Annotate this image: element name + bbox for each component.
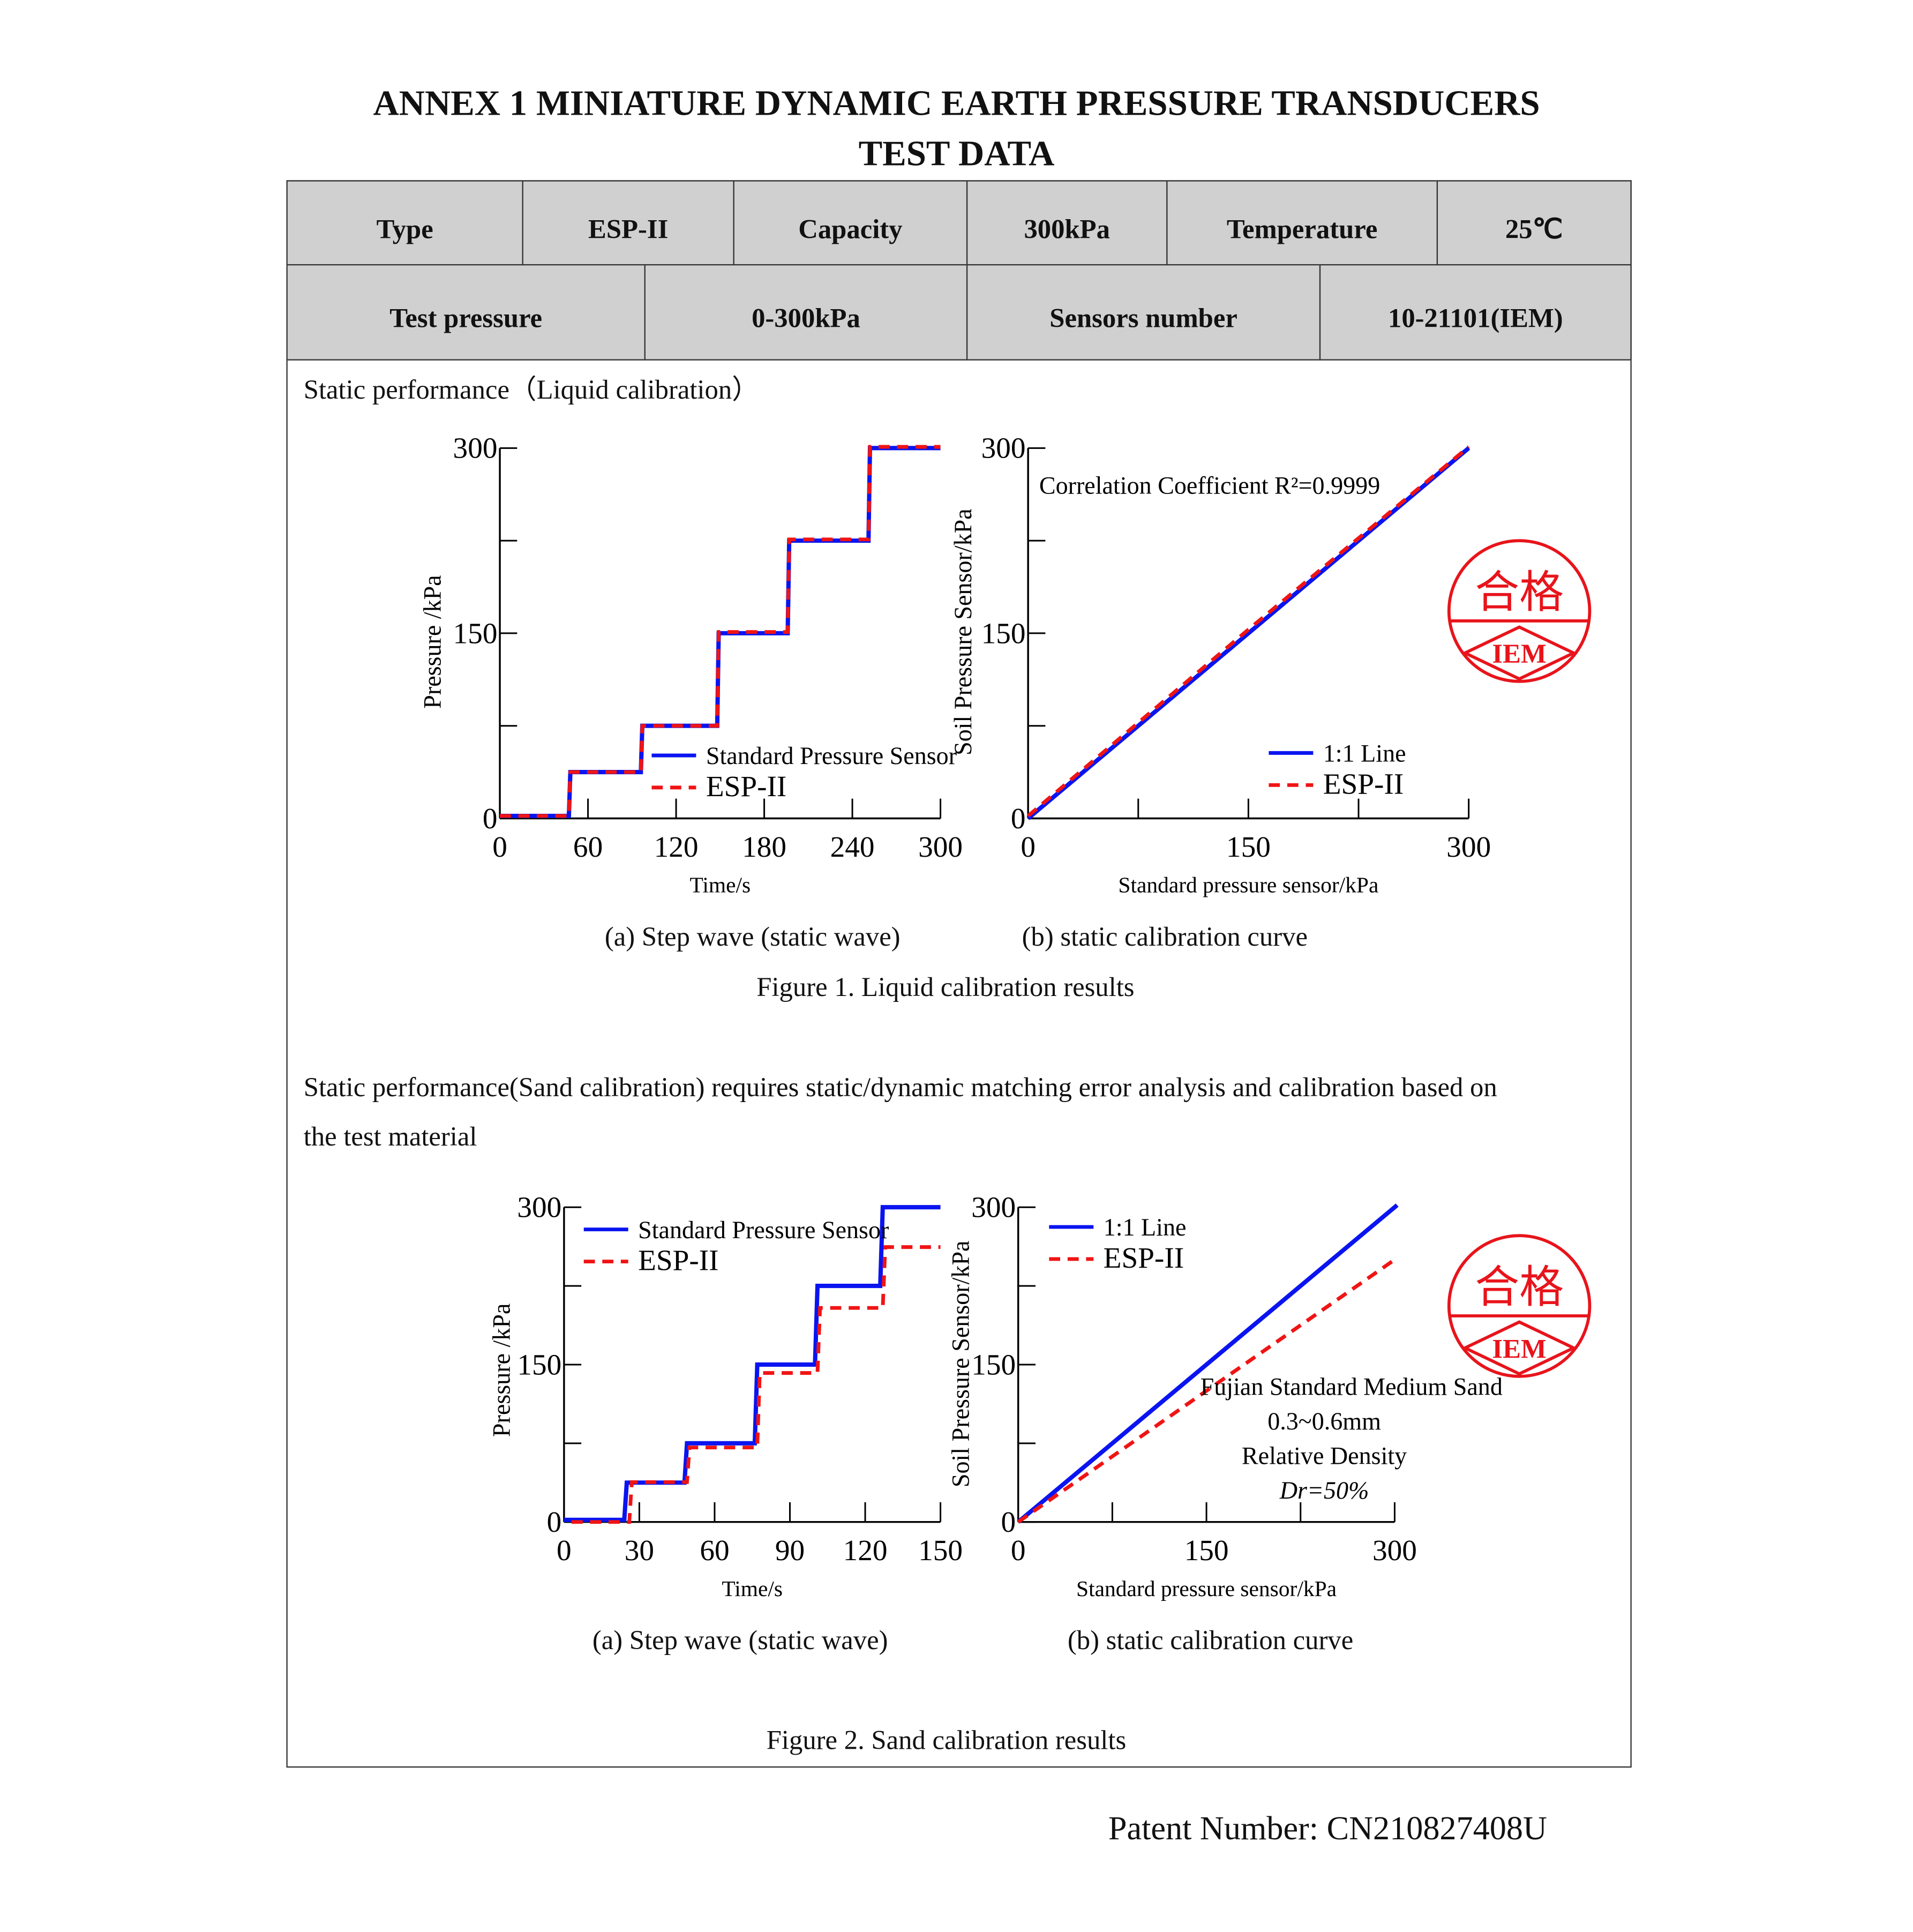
figure1-caption-b: (b) static calibration curve (1022, 920, 1308, 952)
y-tick-label: 150 (517, 1348, 561, 1381)
y-tick-label: 300 (517, 1191, 561, 1224)
x-tick-label: 150 (918, 1534, 963, 1567)
x-tick-label: 0 (1011, 1534, 1026, 1567)
x-tick-label: 180 (742, 830, 786, 863)
series-standard-line (1017, 1203, 1399, 1524)
y-axis-label: Pressure /kPa (418, 575, 446, 708)
x-axis-label: Time/s (722, 1576, 783, 1601)
stamp-diamond (1461, 1320, 1578, 1376)
x-tick-label: 300 (1372, 1534, 1417, 1567)
cell-test-pressure-value: 0-300kPa (644, 264, 968, 361)
cell-capacity-label: Capacity (733, 180, 968, 266)
legend-label: ESP-II (1323, 767, 1404, 800)
approval-stamp: 合格 IEM (1447, 539, 1592, 683)
y-tick-label: 300 (981, 432, 1026, 465)
chart-calibration-curve-liquid: 0 150 300 0 150 300 Standard pressure sensor/k… (949, 432, 1491, 897)
legend-label: ESP-II (638, 1244, 719, 1277)
y-axis-label: Soil Pressure Sensor/kPa (947, 1240, 974, 1487)
sand-annotation-line: Dr=50% (1279, 1477, 1369, 1504)
legend-label: Standard Pressure Sensor (638, 1216, 889, 1244)
cell-temperature-value: 25℃ (1436, 180, 1632, 266)
x-tick-label: 90 (775, 1534, 805, 1567)
sand-annotation-line: 0.3~0.6mm (1267, 1407, 1381, 1435)
page-title: ANNEX 1 MINIATURE DYNAMIC EARTH PRESSURE… (373, 84, 1540, 124)
series-esp-ii-line (571, 1245, 941, 1524)
series-esp-ii-line (1026, 445, 1470, 818)
cell-test-pressure-label: Test pressure (286, 264, 646, 361)
x-tick-label: 300 (918, 830, 963, 863)
x-tick-label: 120 (654, 830, 699, 863)
series-esp-ii-line (500, 445, 941, 818)
x-tick-label: 240 (830, 830, 875, 863)
section1-heading: Static performance（Liquid calibration） (303, 374, 759, 405)
y-axis-label: Pressure /kPa (488, 1304, 515, 1437)
figure2-caption-a: (a) Step wave (static wave) (592, 1624, 888, 1656)
sand-annotation-line: Relative Density (1242, 1442, 1407, 1469)
y-tick-label: 0 (1011, 802, 1026, 835)
stamp-text-bottom: IEM (1492, 1334, 1546, 1364)
x-axis-label: Time/s (689, 873, 751, 897)
legend-label: 1:1 Line (1104, 1214, 1187, 1241)
series-esp-ii-line (1017, 1258, 1396, 1524)
cell-sensors-number-label: Sensors number (966, 264, 1321, 361)
stamp-circle (1447, 539, 1592, 683)
x-tick-label: 150 (1184, 1534, 1229, 1567)
stamp-text-bottom: IEM (1492, 639, 1546, 669)
chart-step-wave-sand: 0 150 300 0 30 60 90 120 150 Time/s Pressure /kPa S… (488, 1191, 963, 1601)
y-tick-label: 0 (547, 1506, 562, 1538)
figure2-caption: Figure 2. Sand calibration results (766, 1724, 1127, 1756)
x-tick-label: 300 (1446, 830, 1491, 863)
legend-label: ESP-II (1104, 1241, 1184, 1274)
y-tick-label: 0 (483, 802, 498, 835)
x-tick-label: 150 (1226, 830, 1271, 863)
x-tick-label: 0 (492, 830, 507, 863)
y-tick-label: 300 (453, 432, 498, 465)
cell-temperature-label: Temperature (1166, 180, 1438, 266)
x-tick-label: 60 (573, 830, 603, 863)
y-tick-label: 0 (1001, 1506, 1016, 1538)
stamp-text-top: 合格 (1475, 568, 1564, 617)
stamp-circle (1447, 1234, 1592, 1378)
page-subtitle: TEST DATA (858, 134, 1055, 174)
x-axis-label: Standard pressure sensor/kPa (1118, 873, 1378, 897)
figure2-caption-b: (b) static calibration curve (1067, 1624, 1354, 1656)
cell-type-value: ESP-II (522, 180, 734, 266)
figure1-caption: Figure 1. Liquid calibration results (756, 971, 1135, 1002)
patent-number: Patent Number: CN210827408U (1108, 1809, 1547, 1847)
legend-label: ESP-II (706, 770, 787, 803)
stamp-text-top: 合格 (1475, 1263, 1564, 1312)
sand-annotation-line: Fujian Standard Medium Sand (1201, 1373, 1503, 1400)
x-tick-label: 30 (625, 1534, 654, 1567)
x-tick-label: 60 (700, 1534, 729, 1567)
x-tick-label: 120 (843, 1534, 888, 1567)
correlation-annotation: Correlation Coefficient R²=0.9999 (1039, 472, 1380, 499)
x-tick-label: 0 (1021, 830, 1036, 863)
y-axis-label: Soil Pressure Sensor/kPa (949, 508, 977, 755)
y-tick-label: 150 (971, 1348, 1016, 1381)
x-tick-label: 0 (557, 1534, 572, 1567)
series-standard-line (1026, 446, 1471, 820)
stamp-diamond (1461, 625, 1578, 681)
section2-heading-cont: the test material (303, 1120, 477, 1152)
y-tick-label: 150 (453, 617, 498, 649)
series-standard-line (564, 1205, 941, 1522)
section2-heading: Static performance(Sand calibration) req… (303, 1071, 1497, 1103)
x-axis-label: Standard pressure sensor/kPa (1076, 1576, 1337, 1601)
legend-label: 1:1 Line (1323, 740, 1406, 767)
cell-sensors-number-value: 10-21101(IEM) (1319, 264, 1632, 361)
chart-step-wave-liquid: 0 150 300 0 60 120 180 240 300 Time/s Pressure /kP… (418, 432, 963, 897)
approval-stamp: 合格 IEM (1447, 1234, 1592, 1378)
legend-label: Standard Pressure Sensor (706, 742, 957, 769)
figure1-caption-a: (a) Step wave (static wave) (604, 920, 901, 952)
cell-capacity-value: 300kPa (966, 180, 1168, 266)
y-tick-label: 150 (981, 617, 1026, 649)
chart-calibration-curve-sand: 0 150 300 0 150 300 Standard pressure sensor/k… (947, 1191, 1503, 1601)
y-tick-label: 300 (971, 1191, 1016, 1224)
